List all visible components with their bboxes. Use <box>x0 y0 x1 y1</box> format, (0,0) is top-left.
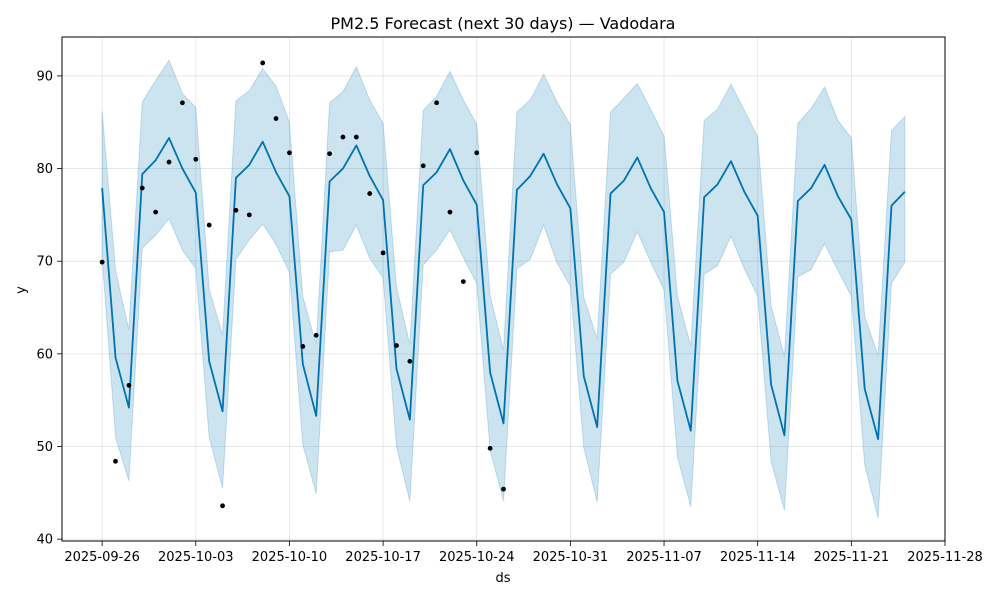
observed-point <box>420 163 426 169</box>
observed-point <box>220 503 225 509</box>
observed-point <box>300 344 306 349</box>
observed-point <box>460 279 466 284</box>
observed-point <box>367 191 373 196</box>
observed-point <box>153 209 159 215</box>
observed-point <box>139 185 145 191</box>
x-tick-label: 2025-09-26 <box>64 550 140 565</box>
forecast-interval-band <box>101 59 906 518</box>
observed-series <box>99 60 506 509</box>
observed-point <box>474 150 480 156</box>
observed-point <box>193 156 199 162</box>
observed-point <box>246 212 252 218</box>
y-axis: 40 50 60 70 80 90 <box>36 69 62 548</box>
forecast-series <box>101 137 906 440</box>
y-tick-label: 50 <box>36 440 53 455</box>
observed-point <box>313 332 319 338</box>
x-tick-label: 2025-11-14 <box>720 550 796 565</box>
observed-point <box>447 209 453 215</box>
observed-point <box>166 159 172 165</box>
observed-point <box>273 116 279 121</box>
x-tick-label: 2025-11-21 <box>814 550 890 565</box>
x-tick-label: 2025-11-28 <box>907 550 983 565</box>
observed-point <box>327 151 332 157</box>
y-tick-label: 60 <box>36 347 53 362</box>
observed-point <box>206 222 212 228</box>
y-tick-label: 80 <box>36 162 53 177</box>
chart-title: PM2.5 Forecast (next 30 days) — Vadodara <box>331 14 676 33</box>
x-axis-label: ds <box>495 571 510 586</box>
observed-point <box>287 150 292 156</box>
x-tick-label: 2025-10-24 <box>439 550 515 565</box>
observed-point <box>434 100 440 106</box>
observed-point <box>394 343 399 348</box>
observed-point <box>353 134 359 140</box>
observed-point <box>340 134 346 140</box>
observed-point <box>501 486 506 492</box>
y-axis-label: y <box>14 286 29 294</box>
observed-point <box>126 382 132 388</box>
x-tick-label: 2025-10-03 <box>158 550 234 565</box>
x-tick-label: 2025-11-07 <box>626 550 702 565</box>
observed-point <box>233 207 239 213</box>
y-tick-label: 70 <box>36 255 53 270</box>
observed-point <box>180 100 185 106</box>
uncertainty-interval <box>101 59 906 518</box>
forecast-line <box>101 137 906 440</box>
y-tick-label: 90 <box>36 69 53 84</box>
x-tick-label: 2025-10-10 <box>252 550 328 565</box>
x-tick-label: 2025-10-17 <box>345 550 421 565</box>
y-tick-label: 40 <box>36 533 53 548</box>
observed-point <box>487 445 493 451</box>
plot-frame <box>61 36 946 542</box>
x-tick-label: 2025-10-31 <box>533 550 609 565</box>
observed-point <box>407 358 413 364</box>
observed-point <box>113 458 118 464</box>
observed-point <box>260 60 266 66</box>
observed-point <box>99 259 105 265</box>
observed-point <box>380 250 386 256</box>
x-axis: 2025-09-26 2025-10-03 2025-10-10 2025-10-17… <box>64 541 983 565</box>
